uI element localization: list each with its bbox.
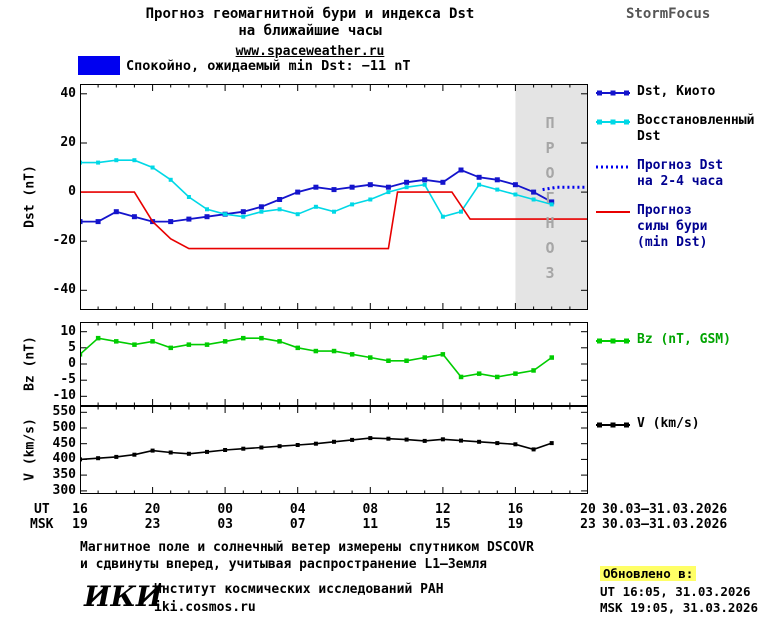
iki-logo: ИКИ: [84, 580, 163, 613]
x-tick-label-ut: 16: [507, 502, 524, 517]
legend-line-icon: [596, 338, 630, 344]
dst-legend: Dst, Киото Восстановленный Dst Прогноз Dst н…: [596, 84, 758, 264]
x-tick-label-ut: 20: [580, 502, 596, 517]
x-tick-label-ut: 20: [144, 502, 161, 517]
y-tick-label: 550: [52, 404, 76, 420]
institute-name: Институт космических исследований РАН: [154, 582, 444, 597]
page-title-line1: Прогноз геомагнитной бури и индекса Dst: [145, 6, 475, 22]
updated-ut: UT 16:05, 31.03.2026: [600, 584, 751, 599]
x-tick-label-ut: 08: [362, 502, 379, 517]
y-tick-label: 0: [68, 356, 76, 371]
legend-line-icon: [596, 90, 630, 96]
iki-site-link[interactable]: iki.cosmos.ru: [154, 600, 256, 615]
v-chart-panel: [80, 406, 588, 494]
x-tick-label-msk: 03: [217, 517, 233, 532]
y-tick-label: 300: [52, 482, 76, 498]
legend-item: Прогноз силы бури (min Dst): [596, 203, 758, 251]
date-range-msk: 30.03–31.03.2026: [602, 517, 728, 532]
brand-label: StormFocus: [626, 6, 711, 22]
quiet-level-text: Спокойно, ожидаемый min Dst: −11 nT: [126, 58, 411, 74]
x-tick-label-msk: 23: [580, 517, 596, 532]
v-legend: V (km/s): [596, 416, 758, 445]
x-tick-label-msk: 23: [144, 517, 161, 532]
y-tick-label: 20: [60, 134, 76, 150]
x-tick-label-ut: 12: [435, 502, 451, 517]
x-tick-label-msk: 07: [289, 517, 306, 532]
y-tick-label: 10: [60, 323, 76, 339]
y-tick-label: 40: [60, 85, 76, 101]
x-tick-label-ut: 16: [72, 502, 88, 517]
header: Прогноз геомагнитной бури и индекса Dst …: [0, 6, 620, 59]
updated-label: Обновлено в:: [600, 566, 697, 581]
legend-item: Dst, Киото: [596, 84, 758, 100]
legend-line-icon: [596, 165, 630, 169]
ut-row-label: UT: [34, 502, 50, 517]
legend-label: V (km/s): [637, 416, 700, 431]
legend-label: Dst, Киото: [637, 84, 716, 99]
x-tick-label-msk: 11: [362, 517, 379, 532]
x-tick-label-ut: 00: [217, 502, 233, 517]
footer-note-line1: Магнитное поле и солнечный ветер измерен…: [80, 540, 534, 555]
legend-item: V (km/s): [596, 416, 758, 432]
legend-line-icon: [596, 119, 630, 125]
y-tick-label: -40: [52, 282, 76, 298]
legend-label: Восстановленный Dst: [637, 113, 755, 144]
y-tick-label: 0: [68, 184, 76, 200]
spaceweather-link[interactable]: www.spaceweather.ru: [235, 44, 385, 59]
dst-chart-panel: [80, 84, 588, 310]
y-tick-label: 5: [68, 339, 76, 355]
y-tick-label: 450: [52, 435, 76, 451]
bz-legend: Bz (nT, GSM): [596, 332, 758, 361]
legend-item: Bz (nT, GSM): [596, 332, 758, 348]
y-tick-label: -10: [52, 388, 76, 404]
x-tick-label-ut: 04: [289, 502, 306, 517]
legend-label: Прогноз силы бури (min Dst): [637, 203, 708, 250]
legend-line-icon: [596, 422, 630, 428]
legend-item: Прогноз Dst на 2-4 часа: [596, 158, 758, 190]
y-tick-label: 500: [52, 420, 76, 435]
msk-row-label: MSK: [30, 517, 54, 532]
y-tick-label: -20: [52, 233, 76, 249]
quiet-level-swatch: [78, 56, 120, 75]
legend-label: Прогноз Dst на 2-4 часа: [637, 158, 724, 189]
x-tick-label-msk: 15: [435, 517, 451, 532]
legend-item: Восстановленный Dst: [596, 113, 758, 145]
page-title-line2: на ближайшие часы: [238, 23, 382, 39]
legend-line-icon: [596, 211, 630, 213]
y-tick-label: -5: [60, 372, 76, 388]
x-tick-label-msk: 19: [72, 517, 88, 532]
y-tick-label: 400: [52, 451, 76, 467]
updated-msk: MSK 19:05, 31.03.2026: [600, 600, 759, 615]
forecast-band-label: ПРОГНОЗ: [541, 113, 559, 289]
bz-chart-panel: [80, 322, 588, 406]
y-tick-label: 350: [52, 467, 76, 483]
footer-note-line2: и сдвинуты вперед, учитывая распростране…: [80, 557, 487, 572]
date-range-ut: 30.03–31.03.2026: [602, 502, 728, 517]
x-tick-label-msk: 19: [507, 517, 524, 532]
legend-label: Bz (nT, GSM): [637, 332, 731, 347]
